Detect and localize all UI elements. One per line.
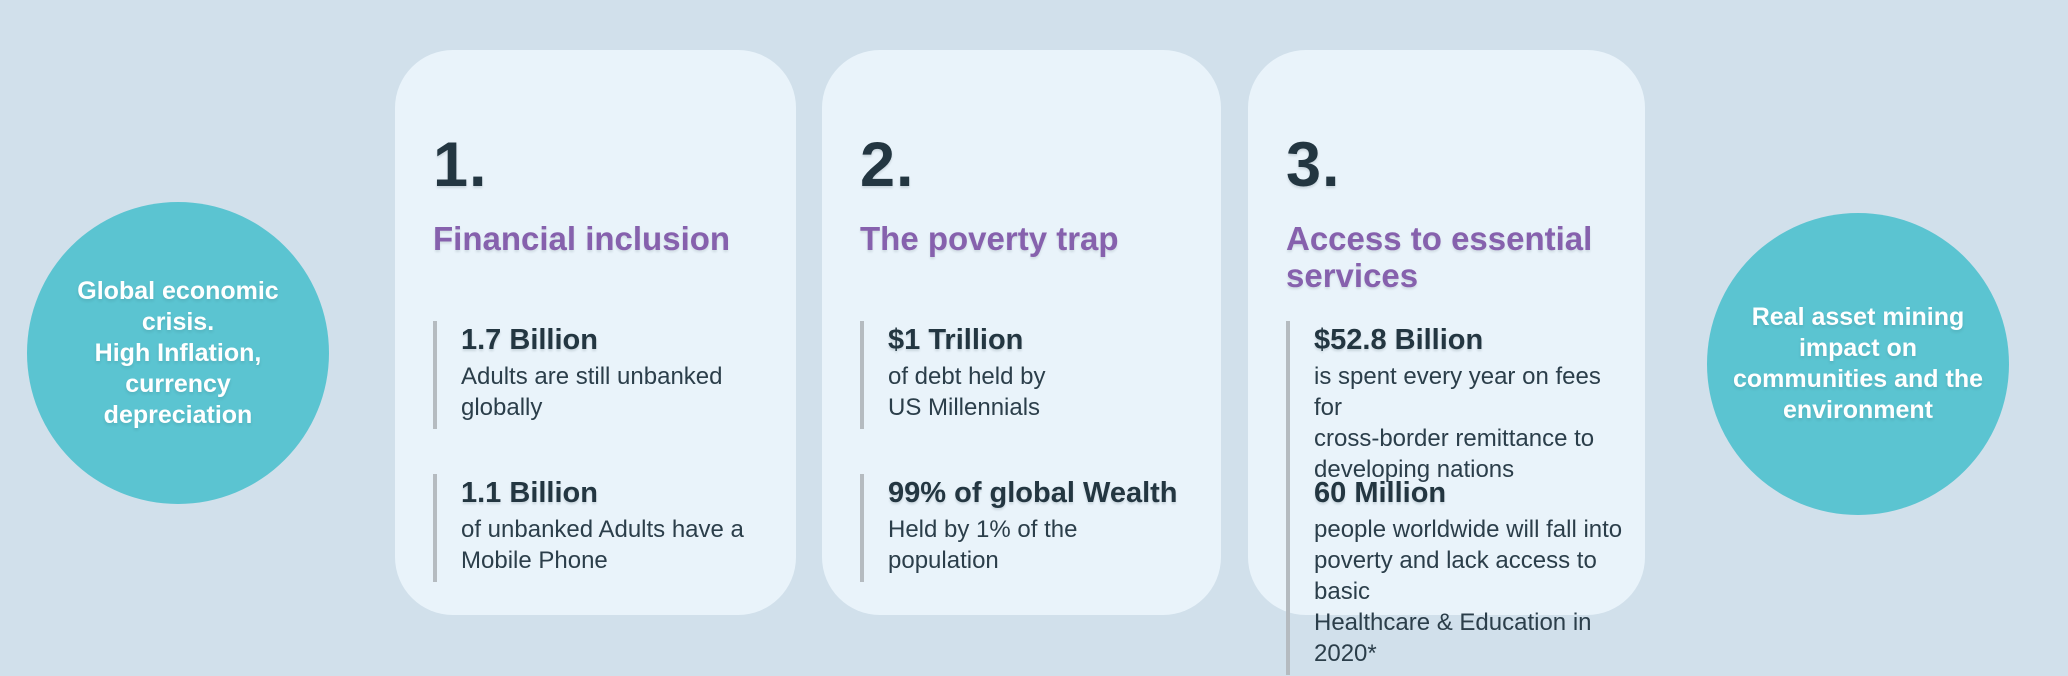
stat-description: Held by 1% of the population <box>888 516 1078 574</box>
card-financial-inclusion: 1. Financial inclusion 1.7 Billion Adult… <box>395 50 796 615</box>
stat-value: 1.7 Billion <box>461 324 598 356</box>
card-number: 2. <box>860 130 915 200</box>
card-heading: Financial inclusion <box>433 220 731 257</box>
card-number: 3. <box>1286 130 1341 200</box>
card-number: 1. <box>433 130 488 200</box>
card-poverty-trap: 2. The poverty trap $1 Trillion of debt … <box>822 50 1221 615</box>
stat-block: 1.1 Billion of unbanked Adults have a Mo… <box>433 474 774 582</box>
left-circle-text: Global economic crisis. High Inflation, … <box>77 276 279 429</box>
stat-block: $1 Trillion of debt held by US Millennia… <box>860 321 1199 429</box>
stat-value: $1 Trillion <box>888 324 1024 356</box>
stat-value: $52.8 Billion <box>1314 324 1484 356</box>
card-heading: Access to essential services <box>1286 220 1593 294</box>
stat-description: of debt held by US Millennials <box>888 363 1046 421</box>
stat-block: 1.7 Billion Adults are still unbanked gl… <box>433 321 774 429</box>
left-circle-global-crisis: Global economic crisis. High Inflation, … <box>27 202 329 504</box>
stat-value: 99% of global Wealth <box>888 477 1178 509</box>
stat-description: Adults are still unbanked globally <box>461 363 723 421</box>
right-circle-mining-impact: Real asset mining impact on communities … <box>1707 213 2009 515</box>
stat-value: 60 Million <box>1314 477 1447 509</box>
stat-block: 60 Million people worldwide will fall in… <box>1286 474 1623 675</box>
stat-description: is spent every year on fees for cross-bo… <box>1314 363 1601 483</box>
card-heading: The poverty trap <box>860 220 1119 257</box>
stat-description: people worldwide will fall into poverty … <box>1314 516 1623 667</box>
stat-block: $52.8 Billion is spent every year on fee… <box>1286 321 1623 491</box>
stat-description: of unbanked Adults have a Mobile Phone <box>461 516 744 574</box>
stat-value: 1.1 Billion <box>461 477 598 509</box>
right-circle-text: Real asset mining impact on communities … <box>1732 303 1984 424</box>
stat-block: 99% of global Wealth Held by 1% of the p… <box>860 474 1199 582</box>
card-access-essential-services: 3. Access to essential services $52.8 Bi… <box>1248 50 1645 675</box>
